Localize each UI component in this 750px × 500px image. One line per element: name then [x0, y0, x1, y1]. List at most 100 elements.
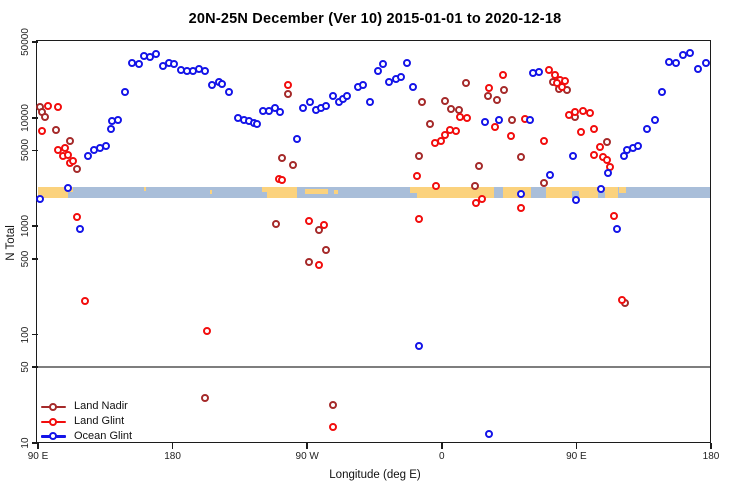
x-axis-tick-label: 180 [164, 451, 181, 462]
map-band-ocean [38, 186, 711, 198]
data-point-land-nadir [507, 116, 516, 125]
data-point-ocean-glint [408, 82, 417, 91]
data-point-land-glint [544, 66, 553, 75]
data-point-land-glint [617, 296, 626, 305]
map-band-land [38, 186, 68, 198]
data-point-land-nadir [272, 220, 281, 229]
data-point-land-glint [455, 112, 464, 121]
data-point-land-glint [414, 215, 423, 224]
data-point-land-glint [551, 71, 560, 80]
data-point-ocean-glint [379, 60, 388, 69]
x-axis-tick [710, 443, 712, 449]
data-point-land-nadir [470, 182, 479, 191]
data-point-land-glint [432, 182, 441, 191]
data-point-ocean-glint [685, 49, 694, 58]
y-axis-tick-label: 50000 [20, 28, 31, 56]
data-point-ocean-glint [113, 115, 122, 124]
x-axis-tick-label: 90 E [566, 451, 587, 462]
data-point-land-nadir [321, 245, 330, 254]
data-point-ocean-glint [397, 72, 406, 81]
x-axis-tick [171, 443, 174, 449]
data-point-land-glint [37, 127, 46, 136]
x-axis-tick-label: 180 [702, 451, 720, 462]
y-axis-tick [32, 442, 38, 444]
x-axis-tick-label: 90 W [295, 451, 319, 462]
y-axis-tick [32, 149, 38, 152]
y-axis-tick-label: 10000 [20, 103, 31, 132]
data-point-land-glint [203, 327, 212, 336]
data-point-land-nadir [441, 96, 450, 105]
map-band-land [334, 189, 338, 195]
data-point-land-nadir [516, 153, 525, 161]
data-point-ocean-glint [298, 103, 307, 112]
data-point-land-glint [462, 114, 471, 123]
data-point-ocean-glint [322, 102, 331, 111]
data-point-land-glint [304, 216, 313, 225]
y-axis-tick [32, 366, 38, 368]
data-point-land-nadir [447, 105, 456, 114]
data-point-ocean-glint [671, 59, 680, 68]
data-point-land-glint [320, 221, 329, 230]
data-point-ocean-glint [63, 183, 72, 192]
data-point-ocean-glint [494, 115, 503, 124]
data-point-land-nadir [73, 164, 82, 173]
data-point-land-glint [471, 198, 480, 207]
data-point-ocean-glint [545, 170, 554, 179]
data-point-ocean-glint [534, 68, 543, 77]
data-point-land-nadir [475, 161, 484, 170]
data-point-ocean-glint [201, 66, 210, 75]
data-point-land-nadir [483, 92, 492, 101]
data-point-land-glint [610, 211, 619, 220]
data-point-ocean-glint [253, 120, 262, 129]
map-band-land [409, 186, 417, 194]
data-point-land-nadir [304, 257, 313, 266]
x-axis-tick [575, 443, 578, 449]
data-point-ocean-glint [152, 50, 161, 59]
data-point-land-nadir [314, 226, 323, 235]
data-point-land-glint [54, 102, 63, 111]
x-axis-tick [441, 443, 443, 449]
x-axis-tick [306, 443, 308, 449]
data-point-ocean-glint [572, 195, 581, 204]
chart-title: 20N-25N December (Ver 10) 2015-01-01 to … [188, 11, 562, 27]
data-point-ocean-glint [292, 135, 301, 144]
data-point-land-glint [314, 261, 323, 270]
data-point-land-nadir [278, 154, 287, 163]
x-axis-label: Longitude (deg E) [329, 469, 421, 481]
data-point-land-glint [557, 82, 566, 91]
data-point-land-nadir [493, 95, 502, 104]
data-point-land-glint [490, 122, 499, 131]
data-point-land-nadir [539, 178, 548, 187]
data-point-land-glint [329, 422, 338, 431]
data-point-ocean-glint [373, 67, 382, 76]
x-axis-tick [37, 443, 39, 449]
data-point-ocean-glint [170, 60, 179, 68]
data-point-land-glint [570, 108, 579, 117]
data-point-ocean-glint [643, 125, 652, 134]
legend-label-1: Land Nadir [74, 400, 128, 412]
legend-label-3: Ocean Glint [74, 429, 133, 442]
data-point-ocean-glint [120, 88, 129, 97]
data-point-land-glint [278, 175, 287, 184]
y-axis-tick [32, 333, 38, 336]
data-point-ocean-glint [619, 152, 628, 161]
data-point-land-glint [553, 78, 562, 87]
data-point-land-nadir [328, 401, 337, 410]
data-point-ocean-glint [101, 141, 110, 150]
data-point-ocean-glint [485, 429, 494, 438]
data-point-land-glint [507, 132, 516, 141]
map-band-land [546, 186, 573, 198]
map-band-land [262, 186, 268, 192]
map-band-land [572, 186, 580, 192]
map-band-land [619, 186, 627, 194]
data-point-ocean-glint [597, 184, 606, 193]
data-point-land-nadir [65, 137, 74, 146]
data-point-land-glint [595, 142, 604, 151]
data-point-land-nadir [462, 79, 471, 88]
data-point-ocean-glint [107, 124, 116, 133]
y-axis-tick-label: 1000 [20, 215, 31, 238]
data-point-ocean-glint [306, 97, 315, 106]
data-point-ocean-glint [568, 151, 577, 160]
data-point-ocean-glint [76, 225, 85, 234]
data-point-land-nadir [200, 393, 209, 402]
